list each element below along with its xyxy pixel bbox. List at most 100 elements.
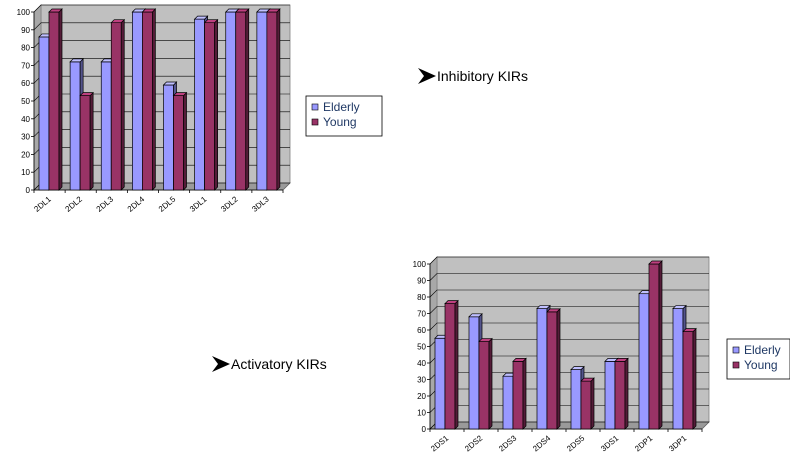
bar-front <box>173 95 184 191</box>
x-tick-label: 2DP1 <box>633 433 655 453</box>
y-tick-label: 90 <box>21 26 30 35</box>
bar-side <box>245 8 250 191</box>
gridline <box>429 273 709 281</box>
x-tick-label: 2DS3 <box>497 433 519 453</box>
bar-top <box>512 358 527 362</box>
bar-front <box>110 22 122 191</box>
bar-side <box>120 18 125 191</box>
bar-young-2ds5 <box>580 377 595 430</box>
x-tick-label: 2DS2 <box>463 433 485 453</box>
bar-top <box>672 305 687 309</box>
bar-young-3dl1 <box>203 18 219 191</box>
bar-front <box>604 361 616 430</box>
legend-label-young: Young <box>744 358 778 372</box>
y-tick-label: 70 <box>417 310 426 319</box>
inhibitory-caption: Inhibitory KIRs <box>418 68 528 84</box>
bar-front <box>614 361 626 430</box>
bar-front <box>100 61 112 191</box>
bar-young-2dl4 <box>141 8 157 191</box>
x-tick-label: 2DS1 <box>429 433 451 453</box>
y-tick-label: 40 <box>417 359 426 368</box>
bar-side <box>183 91 187 191</box>
bar-front <box>546 311 558 430</box>
bar-young-2dl2 <box>79 91 94 191</box>
bar-front <box>132 11 143 191</box>
inhibitory-label: Inhibitory KIRs <box>437 68 528 84</box>
activatory-chart: 0 10 20 30 40 50 60 70 80 90 100 2DS1 2DS2 2DS3 2DS4 2D… <box>413 256 790 453</box>
gridline <box>33 4 290 13</box>
x-tick-label: 3DL1 <box>188 194 209 214</box>
bar-front <box>225 11 237 191</box>
legend-label-elderly: Elderly <box>744 343 781 357</box>
bar-young-2ds2 <box>478 337 493 430</box>
bar-front <box>434 337 446 430</box>
bar-young-2dl3 <box>110 18 126 191</box>
legend-swatch-elderly <box>732 346 740 354</box>
bar-young-2ds4 <box>546 308 561 430</box>
y-tick-label: 30 <box>21 133 30 142</box>
activatory-label: Activatory KIRs <box>231 356 327 372</box>
x-tick-label: 3DL3 <box>250 194 271 214</box>
bar-young-2ds1 <box>444 299 459 430</box>
y-tick-label: 10 <box>417 409 426 418</box>
x-tick-label: 2DL3 <box>95 194 116 214</box>
y-tick-label: 60 <box>417 326 426 335</box>
bar-young-3dl2 <box>234 8 250 191</box>
x-tick-label: 3DL2 <box>219 194 240 214</box>
bar-front <box>163 84 174 191</box>
y-tick-label: 40 <box>21 115 30 124</box>
bar-side <box>624 357 629 430</box>
bar-young-2dl1 <box>48 8 63 191</box>
bar-side <box>58 8 63 191</box>
gridline <box>429 256 709 265</box>
y-tick-label: 0 <box>422 425 427 434</box>
bar-young-2dl5 <box>172 91 188 191</box>
x-tick-label: 2DS4 <box>531 433 553 453</box>
y-tick-label: 20 <box>21 150 30 159</box>
y-tick-label: 90 <box>417 277 426 286</box>
y-tick-label: 10 <box>21 168 30 177</box>
y-tick-label: 0 <box>26 186 31 195</box>
bar-top <box>172 92 188 97</box>
bar-top <box>546 308 561 313</box>
x-tick-label: 2DL1 <box>32 194 53 214</box>
bar-top <box>444 300 459 304</box>
bar-top <box>69 58 84 63</box>
bar-top <box>580 377 595 382</box>
bar-front <box>266 11 278 191</box>
y-tick-label: 50 <box>21 97 30 106</box>
bar-side <box>692 327 697 430</box>
y-tick-label: 80 <box>417 293 426 302</box>
x-tick-label: 2DL5 <box>157 194 178 214</box>
gridline <box>429 306 709 314</box>
y-tick-label: 100 <box>17 8 31 17</box>
bar-young-3dp1 <box>682 327 697 430</box>
bar-top <box>79 92 94 97</box>
bar-side <box>152 8 156 191</box>
y-tick-label: 70 <box>21 61 30 70</box>
bar-front <box>256 11 268 191</box>
bar-front <box>194 18 205 191</box>
bar-top <box>203 19 219 24</box>
activatory-caption: Activatory KIRs <box>212 356 327 372</box>
bar-side <box>488 337 493 430</box>
x-tick-label: 2DL2 <box>64 194 85 214</box>
bar-front <box>468 316 480 430</box>
bar-side <box>522 357 527 430</box>
bar-front <box>69 61 81 191</box>
bar-front <box>580 380 592 430</box>
arrow-bullet-icon <box>418 68 436 84</box>
bar-front <box>570 369 582 430</box>
legend-label-young: Young <box>323 115 357 129</box>
bar-front <box>142 11 153 191</box>
y-tick-label: 60 <box>21 79 30 88</box>
legend-box <box>305 95 383 137</box>
bar-young-3dl3 <box>266 8 281 191</box>
bar-side <box>590 377 595 430</box>
bar-front <box>48 11 60 191</box>
bar-front <box>235 11 247 191</box>
y-tick-label: 100 <box>413 260 427 269</box>
bar-front <box>536 308 548 430</box>
